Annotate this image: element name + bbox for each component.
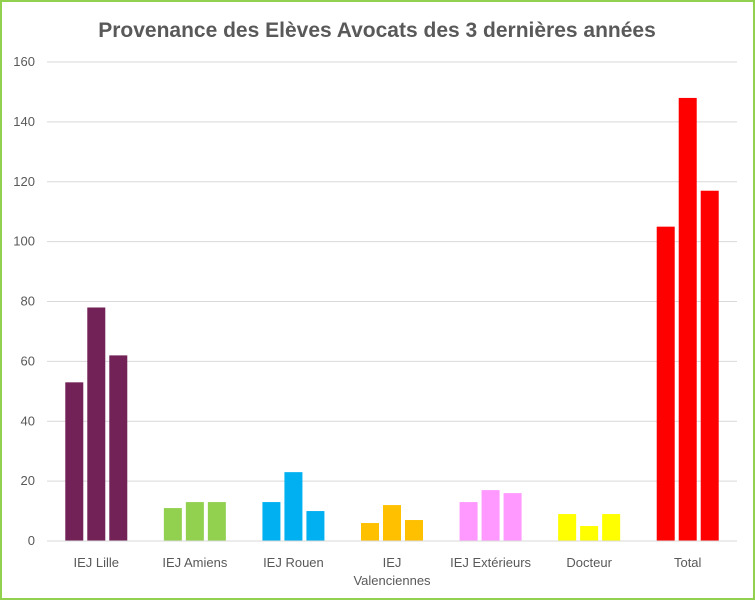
bar (383, 505, 401, 541)
bar (656, 226, 675, 541)
x-tick-label: IEJ Valenciennes (353, 555, 431, 588)
y-tick-label: 160 (13, 54, 35, 69)
gridlines (47, 61, 737, 542)
bar (109, 355, 128, 541)
bar (185, 502, 204, 541)
bar (65, 382, 84, 541)
x-tick-label: IEJ Rouen (263, 555, 324, 570)
bar (558, 514, 577, 541)
bar (405, 520, 423, 541)
y-tick-label: 80 (21, 294, 35, 309)
bar (262, 502, 281, 541)
x-tick-label: IEJ Lille (74, 555, 120, 570)
bar (481, 490, 500, 541)
y-tick-label: 60 (21, 353, 35, 368)
chart-title: Provenance des Elèves Avocats des 3 dern… (98, 19, 656, 42)
x-axis: IEJ Lille IEJ Amiens IEJ Rouen IEJ Valencien… (47, 540, 737, 588)
bar (602, 514, 621, 541)
y-tick-label: 40 (21, 413, 35, 428)
bar (207, 502, 226, 541)
y-tick-label: 100 (13, 234, 35, 249)
x-tick-label: IEJ Extérieurs (450, 555, 531, 570)
y-axis: 0 20 40 60 80 100 120 140 160 (13, 54, 35, 548)
bar (580, 526, 599, 541)
bar (284, 472, 303, 541)
y-tick-label: 140 (13, 114, 35, 129)
x-tick-label: Docteur (566, 555, 612, 570)
y-tick-label: 0 (28, 533, 35, 548)
bar (459, 502, 478, 541)
bar (163, 508, 182, 541)
bar (87, 307, 106, 541)
bar (306, 511, 325, 541)
bars (65, 97, 719, 542)
bar (503, 493, 522, 541)
x-tick-label: IEJ Amiens (162, 555, 228, 570)
bar (700, 190, 719, 541)
y-tick-label: 120 (13, 174, 35, 189)
bar (361, 523, 379, 541)
bar (678, 97, 697, 542)
y-tick-label: 20 (21, 473, 35, 488)
x-tick-label: Total (674, 555, 702, 570)
